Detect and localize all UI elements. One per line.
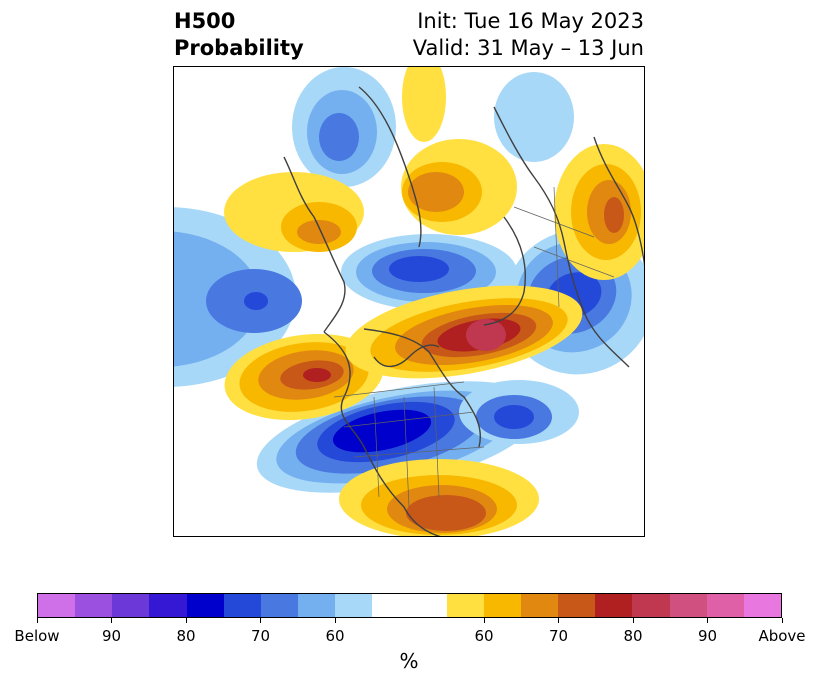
colorbar-segment-below-8 xyxy=(335,594,373,617)
colorbar-segment-below-4 xyxy=(186,594,224,617)
anomaly-below-alaska xyxy=(174,207,302,387)
colorbar-segment-above-5 xyxy=(632,594,670,617)
colorbar-segment-neutral xyxy=(372,594,447,617)
colorbar-segment-below-5 xyxy=(223,594,261,617)
colorbar-segment-above-0 xyxy=(446,594,484,617)
colorbar-segment-above-4 xyxy=(595,594,633,617)
colorbar-tick xyxy=(483,618,485,623)
anomaly-below-asia xyxy=(494,72,574,162)
colorbar-tick-label: Above xyxy=(758,627,806,645)
anomaly-above-arctic-archipelago xyxy=(345,285,583,379)
colorbar-tick xyxy=(632,618,634,623)
colorbar-tick xyxy=(781,618,783,623)
colorbar-segment-above-8 xyxy=(743,594,782,617)
colorbar-segment-above-6 xyxy=(669,594,707,617)
colorbar xyxy=(37,593,782,618)
colorbar-segment-above-2 xyxy=(521,594,559,617)
colorbar-tick-label: 80 xyxy=(623,627,643,645)
init-date: Init: Tue 16 May 2023 xyxy=(417,9,644,33)
map-canvas xyxy=(174,67,644,536)
colorbar-segment-above-7 xyxy=(706,594,744,617)
colorbar-segment-below-1 xyxy=(75,594,113,617)
political-borders xyxy=(333,186,615,508)
chart-title: H500 Probability xyxy=(174,8,304,62)
anomaly-below-atlantic xyxy=(459,380,579,444)
colorbar-tick-label: 60 xyxy=(325,627,345,645)
chart-dates: Init: Tue 16 May 2023 Valid: 31 May – 13… xyxy=(413,8,644,62)
title-field: Probability xyxy=(174,36,304,60)
colorbar-segment-below-3 xyxy=(149,594,187,617)
colorbar-tick xyxy=(111,618,112,623)
title-variable: H500 xyxy=(174,9,236,33)
colorbar-unit-label: % xyxy=(399,649,419,673)
anomaly-above-greenland xyxy=(401,67,517,235)
colorbar-segment-above-3 xyxy=(558,594,596,617)
colorbar-tick xyxy=(185,618,187,623)
colorbar-tick-label: 90 xyxy=(697,627,718,645)
probability-map xyxy=(173,66,645,537)
anomaly-below-europe xyxy=(292,67,396,187)
colorbar-segment-below-6 xyxy=(260,594,299,617)
colorbar-segment-below-7 xyxy=(298,594,336,617)
anomaly-above-west xyxy=(224,172,364,252)
colorbar-tick-label: 70 xyxy=(250,627,271,645)
colorbar-tick-label: 80 xyxy=(176,627,196,645)
anomaly-above-south-us xyxy=(339,459,539,536)
anomaly-below-arctic xyxy=(341,234,517,310)
colorbar-tick-label: 70 xyxy=(548,627,569,645)
colorbar-segment-below-2 xyxy=(112,594,150,617)
colorbar-tick xyxy=(260,618,261,623)
coastlines xyxy=(283,86,644,536)
colorbar-tick xyxy=(707,618,708,623)
colorbar-tick xyxy=(36,618,38,623)
colorbar-tick-label: 60 xyxy=(474,627,494,645)
colorbar-segment-above-1 xyxy=(483,594,522,617)
colorbar-tick xyxy=(558,618,559,623)
colorbar-tick-label: Below xyxy=(14,627,60,645)
anomaly-above-eastern-europe xyxy=(554,144,644,280)
colorbar-segment-below-0 xyxy=(38,594,76,617)
colorbar-tick-label: 90 xyxy=(101,627,122,645)
colorbar-tick xyxy=(334,618,336,623)
valid-range: Valid: 31 May – 13 Jun xyxy=(412,36,644,60)
